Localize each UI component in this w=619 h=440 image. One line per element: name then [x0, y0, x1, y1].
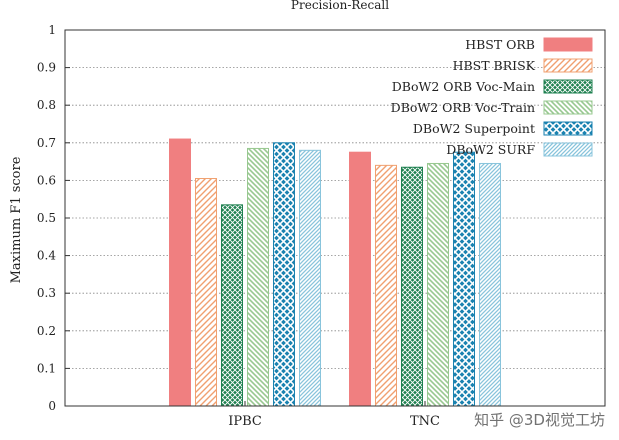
x-axis-ticks: IPBC TNC — [228, 401, 440, 429]
bar-ipbc-dbow2-orb-voc-main — [221, 204, 243, 407]
y-tick-label-6: 0.6 — [37, 173, 56, 187]
y-tick-label-2: 0.2 — [37, 324, 56, 338]
bar-tnc-hbst-orb — [349, 151, 371, 407]
y-tick-label-1: 0.1 — [37, 361, 56, 375]
legend-swatch-2 — [543, 79, 593, 94]
chart-title: Precision-Recall — [291, 0, 389, 12]
bar-ipbc-dbow2-superpoint — [273, 142, 295, 407]
bar-groups — [169, 138, 501, 407]
legend-label-4: DBoW2 Superpoint — [413, 121, 535, 136]
bar-ipbc-dbow2-orb-voc-train — [247, 147, 269, 407]
y-tick-label-8: 0.8 — [37, 98, 56, 112]
bar-tnc-dbow2-superpoint — [453, 151, 475, 407]
y-axis-ticks: 0 0.1 0.2 0.3 0.4 0.5 0.6 0.7 0.8 0.9 1 — [37, 23, 70, 413]
x-tick-label-ipbc: IPBC — [228, 414, 262, 429]
y-tick-label-0: 0 — [48, 399, 56, 413]
x-tick-label-tnc: TNC — [410, 414, 440, 429]
legend-label-5: DBoW2 SURF — [446, 142, 535, 157]
legend-swatch-4 — [543, 121, 593, 136]
legend-label-0: HBST ORB — [465, 37, 535, 52]
legend: HBST ORB HBST BRISK DBoW2 ORB Voc-Main DBoW… — [391, 37, 593, 157]
legend-swatch-1 — [543, 58, 593, 73]
gridlines — [65, 67, 605, 369]
y-tick-label-7: 0.7 — [37, 136, 56, 150]
y-tick-label-4: 0.4 — [37, 249, 56, 263]
y-tick-label-3: 0.3 — [37, 286, 56, 300]
bar-ipbc-hbst-orb — [169, 138, 191, 407]
plot-frame — [64, 29, 606, 407]
legend-swatch-0 — [543, 37, 593, 52]
y-tick-label-5: 0.5 — [37, 211, 56, 225]
bar-ipbc-dbow2-surf — [299, 149, 321, 407]
y-tick-label-9: 0.9 — [37, 61, 56, 75]
legend-swatch-3 — [543, 100, 593, 115]
bar-group-tnc — [349, 151, 501, 407]
bar-ipbc-hbst-brisk — [195, 178, 217, 407]
bar-tnc-dbow2-orb-voc-train — [427, 162, 449, 407]
legend-label-2: DBoW2 ORB Voc-Main — [392, 79, 535, 94]
legend-label-1: HBST BRISK — [453, 58, 536, 73]
watermark: 知乎 @3D视觉工坊 — [474, 411, 605, 429]
bar-tnc-dbow2-surf — [479, 162, 501, 407]
bar-group-ipbc — [169, 138, 321, 407]
legend-label-3: DBoW2 ORB Voc-Train — [391, 100, 535, 115]
y-axis-label: Maximum F1 score — [9, 156, 24, 283]
legend-swatch-5 — [543, 142, 593, 157]
bar-tnc-hbst-brisk — [375, 164, 397, 407]
y-tick-label-10: 1 — [48, 23, 56, 37]
bar-tnc-dbow2-orb-voc-main — [401, 166, 423, 407]
